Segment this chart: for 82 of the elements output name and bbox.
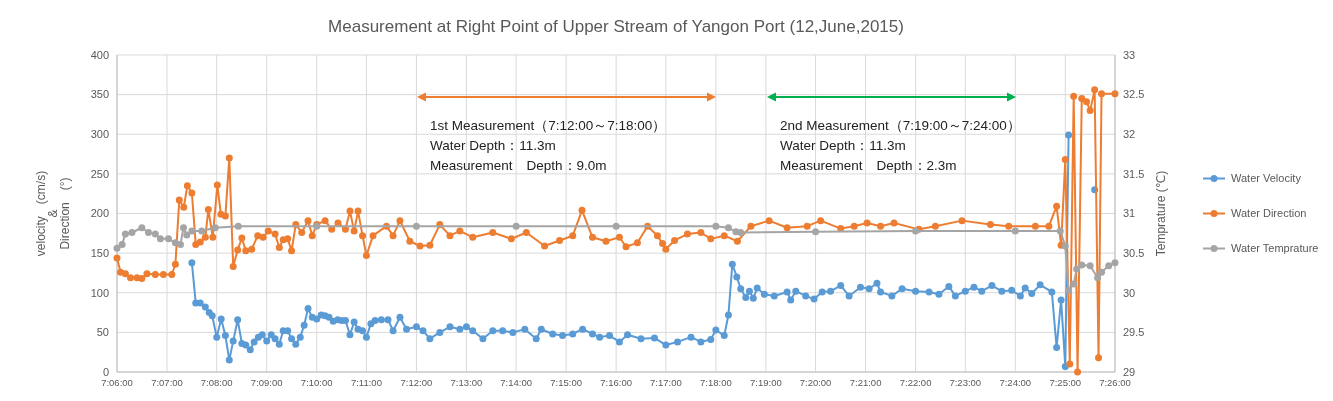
annotation: 2nd Measurement（7:19:00～7:24:00） Water Depth：11.3m Measurement Depth：2.3m: [780, 118, 1021, 173]
point: [1065, 286, 1073, 294]
x-tick-label: 7:13:00: [450, 377, 483, 388]
y2-tick-label: 31.5: [1123, 167, 1145, 180]
point: [128, 229, 136, 237]
x-tick-label: 7:17:00: [650, 377, 682, 388]
y-tick-label: 250: [90, 167, 109, 180]
legend-label: Water Velocity: [1231, 172, 1302, 185]
x-tick-label: 7:11:00: [350, 377, 382, 388]
point: [1086, 262, 1094, 270]
x-tick-label: 7:08:00: [200, 377, 233, 388]
y2-tick-label: 29.5: [1123, 326, 1145, 339]
x-tick-label: 7:19:00: [750, 377, 782, 388]
point: [1105, 262, 1113, 270]
point: [198, 227, 206, 235]
point: [1073, 265, 1081, 273]
point: [1098, 268, 1106, 276]
point: [412, 222, 420, 230]
y-tick-label: 0: [102, 365, 109, 378]
chart-title: Measurement at Right Point of Upper Stream of Yangon Port (12,June,2015): [328, 17, 904, 36]
point: [113, 244, 121, 252]
x-tick-label: 7:25:00: [1049, 377, 1082, 388]
x-tick-label: 7:23:00: [949, 377, 982, 388]
x-tick-label: 7:15:00: [550, 377, 582, 388]
y-tick-label: 300: [90, 128, 109, 141]
point: [151, 230, 159, 238]
x-tick-label: 7:07:00: [151, 377, 183, 388]
x-tick-label: 7:09:00: [250, 377, 283, 388]
y-axis-title: velocity (cm/s) & Direction (°): [34, 170, 72, 257]
y-tick-label: 150: [90, 246, 109, 259]
y-tick-label: 350: [90, 88, 109, 101]
y2-tick-label: 30.5: [1123, 246, 1145, 259]
x-tick-label: 7:06:00: [101, 377, 133, 388]
point: [1070, 280, 1078, 288]
point: [121, 230, 129, 238]
point: [118, 240, 126, 248]
x-tick-label: 7:16:00: [600, 377, 632, 388]
legend-label: Water Temprature: [1231, 242, 1319, 255]
x-tick-label: 7:12:00: [400, 377, 433, 388]
point: [712, 222, 720, 230]
point: [612, 222, 620, 230]
point: [512, 222, 520, 230]
point: [812, 228, 820, 236]
point: [1061, 242, 1069, 250]
point: [1111, 259, 1119, 267]
y2-tick-label: 32: [1123, 128, 1136, 141]
y2-axis-title: Temprature (℃): [1154, 170, 1168, 257]
point: [1011, 227, 1019, 235]
point: [1056, 227, 1064, 235]
point: [144, 229, 152, 237]
point: [234, 222, 242, 230]
y-tick-label: 200: [90, 207, 109, 220]
point: [176, 240, 184, 248]
x-tick-label: 7:14:00: [500, 377, 532, 388]
legend-label: Water Direction: [1231, 207, 1307, 220]
y2-tick-label: 31: [1123, 207, 1136, 220]
point: [1094, 274, 1102, 282]
point: [179, 224, 187, 232]
x-tick-label: 7:20:00: [799, 377, 832, 388]
y2-tick-label: 30: [1123, 286, 1136, 299]
point: [165, 235, 172, 243]
y-tick-label: 50: [96, 326, 109, 339]
y2-tick-label: 32.5: [1123, 88, 1145, 101]
point: [138, 224, 146, 232]
point: [156, 235, 164, 243]
x-tick-label: 7:18:00: [700, 377, 732, 388]
point: [183, 231, 191, 239]
y2-tick-label: 33: [1123, 48, 1136, 61]
point: [1078, 261, 1086, 269]
point: [211, 224, 219, 232]
x-tick-label: 7:24:00: [999, 377, 1032, 388]
annotation: 1st Measurement（7:12:00～7:18:00） Water Depth：11.3m Measurement Depth：9.0m: [430, 118, 667, 173]
y-tick-label: 100: [90, 286, 109, 299]
x-tick-label: 7:22:00: [899, 377, 932, 388]
point: [188, 227, 196, 235]
x-tick-label: 7:26:00: [1099, 377, 1131, 388]
point: [737, 229, 745, 237]
point: [724, 224, 732, 232]
y-tick-label: 400: [90, 48, 109, 61]
x-tick-label: 7:10:00: [300, 377, 333, 388]
x-tick-label: 7:21:00: [849, 377, 882, 388]
y2-tick-label: 29: [1123, 365, 1136, 378]
